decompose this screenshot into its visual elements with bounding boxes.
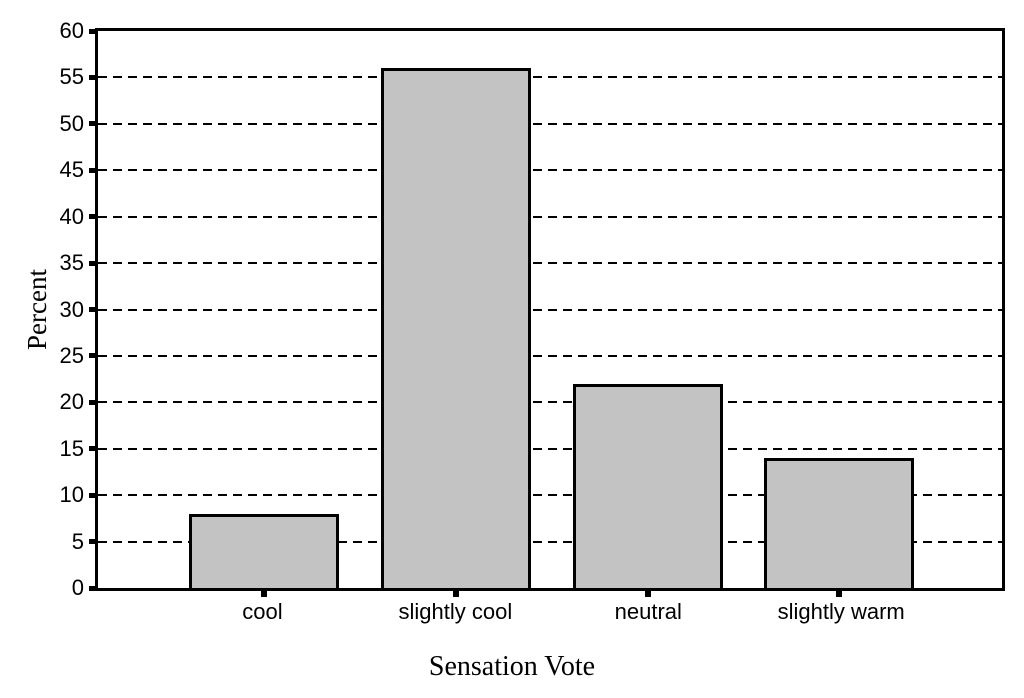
gridline bbox=[98, 540, 1002, 543]
x-axis-tick bbox=[836, 591, 843, 597]
y-tick-label: 25 bbox=[59, 342, 84, 368]
x-axis-title: Sensation Vote bbox=[0, 651, 1024, 683]
gridline bbox=[98, 215, 1002, 218]
gridline bbox=[98, 447, 1002, 450]
bar-cool bbox=[189, 513, 340, 588]
x-tick-label: cool bbox=[242, 599, 283, 624]
y-axis-tick bbox=[89, 167, 98, 173]
y-tick-label: 55 bbox=[59, 64, 84, 90]
y-axis-tick bbox=[89, 539, 98, 545]
y-axis-tick bbox=[89, 260, 98, 266]
y-tick-label: 50 bbox=[59, 110, 84, 136]
y-axis-tick bbox=[89, 353, 98, 359]
y-axis-tick bbox=[89, 74, 98, 80]
y-axis-tick bbox=[89, 492, 98, 498]
x-axis-tick-labels: cool slightly cool neutral slightly warm bbox=[95, 599, 1005, 629]
gridline bbox=[98, 122, 1002, 125]
gridline bbox=[98, 262, 1002, 265]
x-tick-label: slightly cool bbox=[398, 599, 513, 624]
y-tick-label: 30 bbox=[59, 296, 84, 322]
y-tick-label: 35 bbox=[59, 250, 84, 276]
plot-area bbox=[89, 28, 1005, 597]
y-tick-label: 0 bbox=[71, 575, 84, 600]
x-tick-label: slightly warm bbox=[777, 599, 905, 624]
y-tick-label: 15 bbox=[59, 435, 84, 461]
y-axis-tick bbox=[89, 307, 98, 312]
y-tick-label: 5 bbox=[71, 528, 84, 554]
x-axis-tick bbox=[261, 591, 268, 597]
x-axis-title-text: Sensation Vote bbox=[428, 651, 596, 682]
gridline bbox=[98, 76, 1002, 79]
x-tick-label: neutral bbox=[614, 599, 682, 624]
x-axis-tick bbox=[452, 591, 459, 597]
y-tick-label: 40 bbox=[59, 203, 84, 229]
y-axis-tick bbox=[89, 399, 98, 405]
y-axis-tick bbox=[89, 121, 98, 127]
x-axis-tick bbox=[644, 591, 651, 597]
gridline bbox=[98, 354, 1002, 357]
gridline bbox=[98, 401, 1002, 404]
gridline bbox=[98, 494, 1002, 497]
y-axis-tick bbox=[89, 214, 98, 220]
y-tick-label: 60 bbox=[59, 18, 84, 43]
bar-neutral bbox=[572, 383, 723, 588]
y-axis-tick bbox=[89, 446, 98, 452]
y-tick-label: 20 bbox=[59, 389, 84, 415]
y-axis-tick bbox=[89, 28, 98, 34]
gridline bbox=[98, 169, 1002, 172]
y-axis-tick bbox=[89, 585, 98, 591]
bar-slightly-cool bbox=[380, 68, 531, 588]
y-tick-label: 10 bbox=[59, 482, 84, 508]
gridline bbox=[98, 308, 1002, 311]
y-tick-label: 45 bbox=[59, 157, 84, 183]
y-axis-tick-labels: 0 5 10 15 20 25 30 35 40 45 50 55 60 bbox=[0, 18, 84, 600]
bar-slightly-warm bbox=[764, 458, 915, 588]
